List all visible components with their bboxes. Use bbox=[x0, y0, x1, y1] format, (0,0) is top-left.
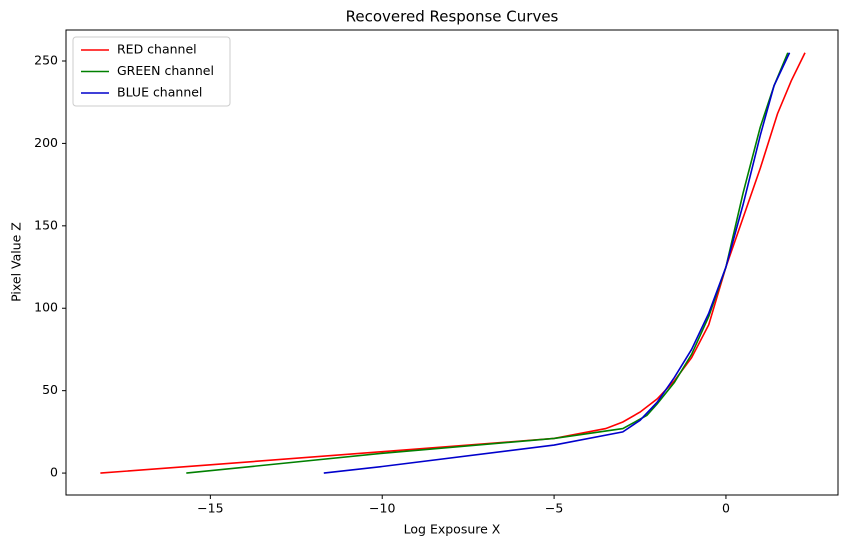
x-tick-label: −5 bbox=[545, 501, 563, 516]
plot-frame bbox=[65, 29, 839, 496]
y-tick-label: 50 bbox=[42, 382, 58, 397]
legend-label: RED channel bbox=[117, 42, 197, 57]
legend-label: GREEN channel bbox=[117, 63, 214, 78]
y-tick-label: 250 bbox=[34, 52, 58, 67]
y-tick-label: 0 bbox=[50, 465, 58, 480]
y-tick-label: 200 bbox=[34, 135, 58, 150]
y-axis-label: Pixel Value Z bbox=[9, 222, 24, 302]
line bbox=[323, 52, 791, 474]
x-axis-label: Log Exposure X bbox=[404, 522, 501, 537]
legend-label: BLUE channel bbox=[117, 85, 202, 100]
y-tick-label: 150 bbox=[34, 217, 58, 232]
line bbox=[186, 52, 789, 474]
x-tick-label: 0 bbox=[722, 501, 730, 516]
chart-title: Recovered Response Curves bbox=[346, 8, 559, 26]
line bbox=[100, 52, 806, 474]
y-tick-label: 100 bbox=[34, 300, 58, 315]
legend-box bbox=[72, 36, 231, 107]
x-tick-label: −15 bbox=[197, 501, 223, 516]
x-tick-label: −10 bbox=[369, 501, 395, 516]
